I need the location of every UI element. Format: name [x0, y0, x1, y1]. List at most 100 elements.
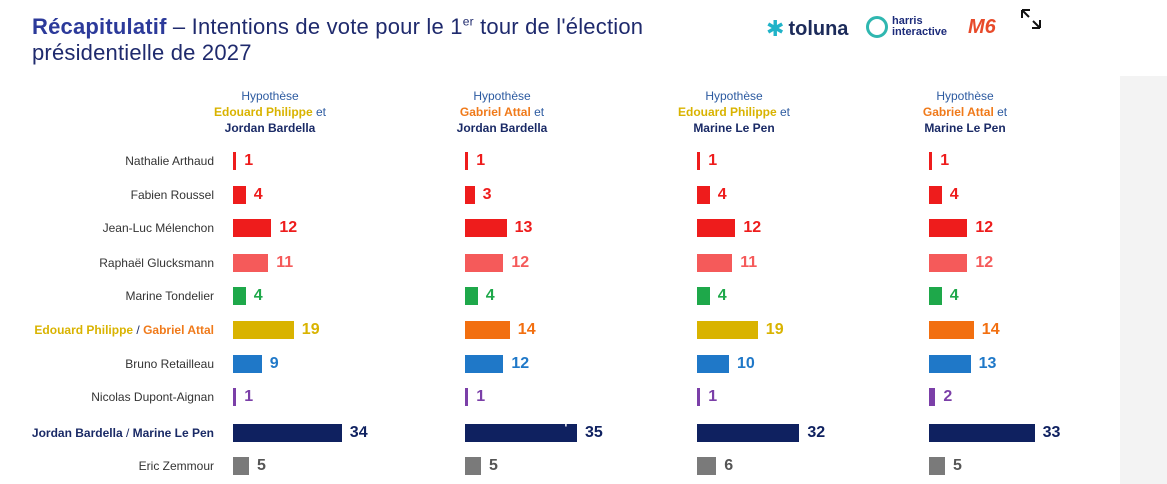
bar: [697, 152, 701, 170]
data-label: 12: [743, 219, 762, 236]
column-header: Hypothèse Gabriel Attal et Jordan Bardella: [422, 88, 582, 136]
bar: [465, 424, 577, 442]
bar: [233, 457, 249, 475]
bar: [929, 321, 974, 339]
bar: [233, 186, 246, 204]
bar: [697, 355, 729, 373]
candidate-label-part: Jordan Bardella: [31, 426, 123, 440]
data-label: 4: [949, 186, 959, 203]
candidate-labels: Nathalie Arthaud Fabien Roussel Jean-Luc M…: [0, 0, 214, 484]
harris-logo: harris interactive: [866, 16, 947, 38]
harris-logo-text: harris interactive: [892, 16, 947, 38]
hypothesis-name2: Jordan Bardella: [224, 121, 316, 135]
candidate-label-part: Marine Le Pen: [132, 426, 214, 440]
bar: [465, 254, 504, 272]
bar: [697, 424, 800, 442]
data-label: 1: [244, 388, 254, 405]
data-label: 12: [975, 219, 994, 236]
bar: [697, 254, 733, 272]
data-label: 5: [489, 457, 498, 474]
toluna-logo: ✱ toluna: [766, 16, 848, 42]
hypothesis-name2: Jordan Bardella: [456, 121, 548, 135]
hypothesis-et: et: [776, 105, 790, 119]
data-label: 13: [514, 219, 533, 236]
candidate-label: Nicolas Dupont-Aignan: [91, 390, 214, 404]
title-bold: Récapitulatif: [32, 14, 167, 39]
title-text-a: – Intentions de vote pour le 1: [166, 14, 463, 39]
data-label: 1: [940, 152, 950, 169]
data-label: 3: [482, 186, 492, 203]
data-label: 10: [737, 355, 755, 372]
side-panel: [1120, 76, 1167, 484]
candidate-label: Nathalie Arthaud: [125, 154, 214, 168]
candidate-label: Marine Tondelier: [125, 289, 215, 303]
bar: [929, 457, 945, 475]
data-label: 4: [717, 186, 727, 203]
bar: [233, 355, 262, 373]
candidate-label-part: Edouard Philippe: [34, 323, 134, 337]
candidate-label: Bruno Retailleau: [125, 357, 214, 371]
title-line2: présidentielle de 2027: [32, 40, 252, 65]
candidate-label-part: /: [133, 323, 144, 337]
harris-line2: interactive: [892, 26, 948, 38]
ring-icon: [866, 16, 888, 38]
data-label: 11: [740, 254, 758, 271]
bar: [233, 321, 294, 339]
data-label: 13: [978, 355, 997, 372]
data-label: 35: [585, 424, 603, 441]
data-label: 4: [949, 287, 959, 304]
data-label: 1: [244, 152, 254, 169]
candidate-label: Fabien Roussel: [130, 188, 214, 202]
harris-line1: harris: [892, 15, 923, 27]
candidate-label: Jean-Luc Mélenchon: [102, 221, 214, 235]
data-label: 33: [1042, 424, 1061, 441]
data-label: 12: [511, 254, 530, 271]
bar: [697, 388, 701, 406]
hypothesis-label: Hypothèse: [936, 89, 994, 103]
candidate-label: Eric Zemmour: [138, 459, 214, 473]
candidate-label: Raphaël Glucksmann: [99, 256, 214, 270]
bar: [697, 219, 736, 237]
slide: Récapitulatif – Intentions de vote pour …: [0, 0, 1061, 484]
page-title: Récapitulatif – Intentions de vote pour …: [32, 14, 772, 66]
data-label: 2: [943, 388, 953, 405]
bar: [929, 424, 1035, 442]
candidate-label: Jordan Bardella / Marine Le Pen: [0, 425, 214, 441]
hypothesis-et: et: [312, 105, 326, 119]
bar: [465, 219, 507, 237]
overlay-caption: Intentions de vote pour le 1er tour de l…: [232, 410, 659, 427]
bar: [697, 287, 710, 305]
hypothesis-name1: Edouard Philippe: [677, 105, 777, 119]
column-header: Hypothèse Gabriel Attal et Marine Le Pen: [885, 88, 1045, 136]
column-header: Hypothèse Edouard Philippe et Marine Le Pe…: [654, 88, 814, 136]
data-label: 32: [807, 424, 826, 441]
bar: [233, 388, 237, 406]
title-text-b: tour de l'élection: [473, 14, 644, 39]
data-label: 34: [349, 424, 368, 441]
data-label: 1: [708, 152, 718, 169]
bar: [465, 321, 510, 339]
column-header: Hypothèse Edouard Philippe et Jordan Barde…: [190, 88, 350, 136]
bar: [929, 355, 971, 373]
data-label: 14: [517, 321, 536, 338]
bar: [697, 457, 717, 475]
m6-logo: M6: [968, 16, 996, 38]
toluna-logo-text: toluna: [788, 17, 849, 40]
candidate-label: Edouard Philippe / Gabriel Attal: [0, 322, 214, 338]
data-label: 12: [511, 355, 530, 372]
expand-icon[interactable]: [1018, 6, 1044, 32]
hypothesis-et: et: [530, 105, 545, 119]
hypothesis-label: Hypothèse: [705, 89, 763, 103]
data-label: 5: [953, 457, 962, 474]
hypothesis-name1: Edouard Philippe: [213, 105, 313, 119]
data-label: 4: [253, 287, 263, 304]
bar: [465, 355, 504, 373]
hypothesis-name1: Gabriel Attal: [459, 105, 531, 119]
data-label: 1: [476, 388, 486, 405]
bar: [233, 152, 237, 170]
data-label: 1: [708, 388, 718, 405]
bar: [233, 287, 246, 305]
data-label: 6: [724, 457, 734, 474]
bar: [465, 388, 469, 406]
bar: [465, 287, 478, 305]
